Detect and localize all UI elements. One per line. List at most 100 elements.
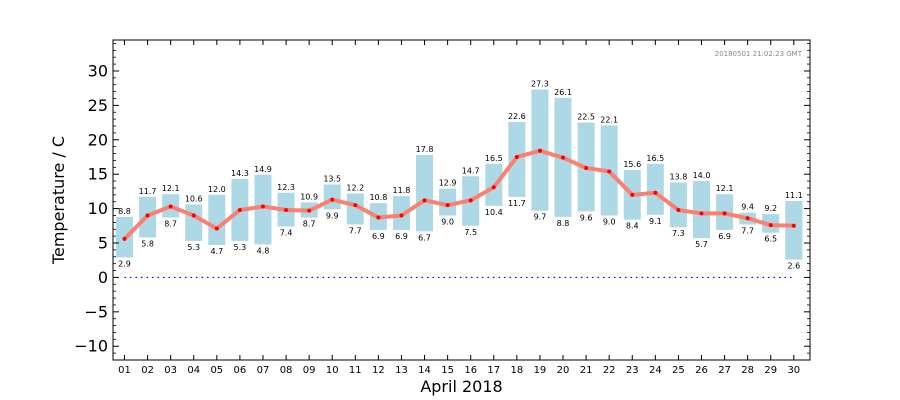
y-tick-label-5: 5 [98, 234, 108, 253]
max-label-24: 16.5 [646, 154, 664, 163]
min-label-15: 9.0 [441, 217, 454, 226]
min-label-17: 10.4 [485, 208, 503, 217]
y-axis-label: Temperature / C [49, 136, 68, 265]
x-tick-label-24: 24 [649, 365, 662, 376]
y-axis: −10 −5 0 5 10 15 20 25 30 [74, 43, 810, 361]
max-label-03: 12.1 [162, 184, 180, 193]
x-tick-label-17: 17 [487, 365, 500, 376]
x-tick-label-11: 11 [349, 365, 362, 376]
min-label-01: 2.9 [118, 259, 131, 268]
x-tick-label-12: 12 [372, 365, 385, 376]
range-bar-30 [785, 201, 803, 260]
x-tick-label-03: 03 [164, 365, 177, 376]
max-label-11: 12.2 [346, 183, 364, 192]
x-tick-label-10: 10 [326, 365, 339, 376]
range-bar-26 [693, 181, 710, 239]
min-label-18: 11.7 [508, 199, 526, 208]
mean-point-20 [561, 155, 566, 160]
mean-point-16 [468, 198, 473, 203]
min-label-07: 4.8 [257, 246, 270, 255]
mean-point-18 [514, 154, 519, 159]
max-label-08: 12.3 [277, 183, 295, 192]
max-label-07: 14.9 [254, 165, 272, 174]
mean-point-17 [491, 185, 496, 190]
timestamp-label: 20180501 21:02:23 GMT [715, 50, 803, 58]
y-tick-label--10: −10 [74, 337, 108, 356]
min-label-22: 9.0 [603, 217, 616, 226]
max-label-15: 12.9 [439, 179, 457, 188]
x-tick-label-20: 20 [557, 365, 570, 376]
mean-point-01 [122, 236, 127, 241]
min-label-12: 6.9 [372, 232, 385, 241]
max-label-06: 14.3 [231, 169, 249, 178]
mean-point-12 [376, 215, 381, 220]
min-label-09: 8.7 [303, 220, 316, 229]
max-label-28: 9.4 [741, 203, 754, 212]
mean-point-03 [168, 204, 173, 209]
min-label-20: 8.8 [557, 219, 570, 228]
max-label-09: 10.9 [300, 192, 318, 201]
mean-point-24 [653, 190, 658, 195]
mean-point-10 [330, 197, 335, 202]
data-labels: 8.8 2.9 11.7 5.8 12.1 8.7 10.6 5.3 12.0 4.7 14.3 5.… [118, 80, 803, 271]
min-label-26: 5.7 [695, 240, 708, 249]
min-label-04: 5.3 [187, 243, 200, 252]
max-label-12: 10.8 [369, 193, 387, 202]
min-label-21: 9.6 [580, 213, 593, 222]
plot-frame [112, 39, 811, 361]
max-label-05: 12.0 [208, 185, 226, 194]
max-label-25: 13.8 [670, 172, 688, 181]
max-label-27: 12.1 [716, 184, 734, 193]
max-label-04: 10.6 [185, 194, 203, 203]
y-tick-label--5: −5 [84, 302, 108, 321]
min-label-27: 6.9 [718, 232, 731, 241]
min-label-03: 8.7 [164, 220, 177, 229]
range-bar-24 [646, 163, 664, 215]
max-label-23: 15.6 [623, 160, 641, 169]
x-tick-label-09: 09 [303, 365, 316, 376]
max-label-02: 11.7 [139, 187, 157, 196]
x-tick-label-06: 06 [234, 365, 247, 376]
x-tick-label-28: 28 [741, 365, 754, 376]
mean-point-30 [791, 223, 796, 228]
x-tick-label-16: 16 [464, 365, 477, 376]
max-label-13: 11.8 [393, 186, 411, 195]
range-bar-04 [185, 204, 203, 241]
min-label-28: 7.7 [741, 226, 754, 235]
x-tick-label-05: 05 [210, 365, 223, 376]
max-label-30: 11.1 [785, 191, 803, 200]
min-label-23: 8.4 [626, 222, 639, 231]
min-label-19: 9.7 [534, 213, 547, 222]
mean-point-09 [307, 208, 312, 213]
x-tick-label-02: 02 [141, 365, 154, 376]
max-label-18: 22.6 [508, 112, 526, 121]
mean-point-08 [284, 207, 289, 212]
mean-point-14 [422, 198, 427, 203]
x-tick-label-18: 18 [510, 365, 523, 376]
max-label-29: 9.2 [764, 204, 777, 213]
mean-point-22 [607, 169, 612, 174]
min-label-14: 6.7 [418, 233, 431, 242]
x-tick-label-15: 15 [441, 365, 454, 376]
max-label-14: 17.8 [416, 145, 434, 154]
min-label-16: 7.5 [464, 228, 477, 237]
mean-point-06 [237, 207, 242, 212]
x-tick-label-27: 27 [718, 365, 731, 376]
min-label-06: 5.3 [234, 243, 247, 252]
min-label-11: 7.7 [349, 226, 362, 235]
max-label-16: 14.7 [462, 166, 480, 175]
x-tick-label-07: 07 [257, 365, 270, 376]
mean-point-05 [214, 226, 219, 231]
max-label-01: 8.8 [118, 207, 131, 216]
range-bar-11 [346, 193, 364, 225]
range-bar-10 [323, 184, 341, 210]
max-label-22: 22.1 [600, 115, 618, 124]
range-bar-15 [439, 188, 457, 216]
x-axis-label: April 2018 [420, 377, 502, 396]
mean-line-group [122, 148, 796, 241]
range-bar-25 [669, 182, 687, 228]
min-label-13: 6.9 [395, 232, 408, 241]
max-label-21: 22.5 [577, 113, 595, 122]
min-label-29: 6.5 [764, 235, 777, 244]
